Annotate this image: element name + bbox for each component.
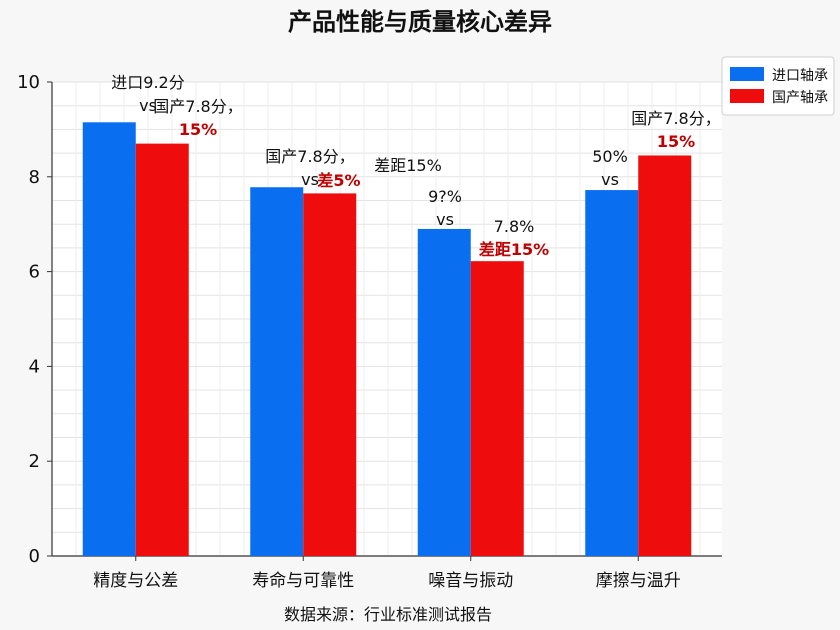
x-tick-label: 精度与公差 [93, 571, 178, 591]
bar-imported-3 [585, 190, 639, 556]
x-tick-label: 摩擦与温升 [596, 571, 681, 591]
bar-domestic-2 [470, 261, 524, 556]
x-tick-label: 寿命与可靠性 [252, 571, 354, 591]
legend-swatch [730, 89, 764, 103]
data-annotation: 进口9.2分 [111, 73, 184, 92]
bar-domestic-0 [135, 143, 189, 556]
chart-title: 产品性能与质量核心差异 [288, 8, 552, 36]
data-annotation: 差距15% [479, 240, 549, 259]
bar-imported-2 [417, 228, 471, 556]
data-annotation: vs [436, 210, 454, 229]
data-annotation: 国产7.8分， [631, 109, 720, 128]
bar-domestic-1 [303, 193, 357, 556]
data-annotation: 50% [592, 147, 628, 166]
data-annotation: 差距15% [374, 156, 442, 175]
legend-label: 进口轴承 [772, 68, 828, 84]
data-annotation: 9?% [428, 187, 462, 206]
data-annotation: 国产7.8分， [265, 147, 354, 166]
y-tick-label: 10 [17, 72, 40, 93]
y-tick-label: 4 [29, 356, 40, 377]
source-note: 数据来源：行业标准测试报告 [284, 605, 492, 624]
data-annotation: vs [601, 170, 619, 189]
data-annotation: vs [139, 96, 157, 115]
legend-box [721, 56, 835, 116]
legend-swatch [730, 67, 764, 81]
bar-imported-1 [250, 187, 304, 556]
data-annotation: vs [301, 170, 319, 189]
data-annotation: 15% [179, 120, 217, 139]
bar-domestic-3 [638, 155, 692, 556]
y-tick-label: 2 [29, 451, 40, 472]
y-tick-label: 6 [29, 262, 40, 283]
data-annotation: 差5% [317, 171, 360, 190]
x-tick-label: 噪音与振动 [428, 571, 513, 591]
data-annotation: 7.8% [494, 217, 535, 236]
data-annotation: 15% [657, 132, 695, 151]
legend-label: 国产轴承 [772, 90, 828, 106]
y-tick-label: 8 [29, 167, 40, 188]
bar-imported-0 [82, 122, 136, 556]
data-annotation: 国产7.8分， [153, 97, 242, 116]
y-tick-label: 0 [29, 546, 40, 567]
